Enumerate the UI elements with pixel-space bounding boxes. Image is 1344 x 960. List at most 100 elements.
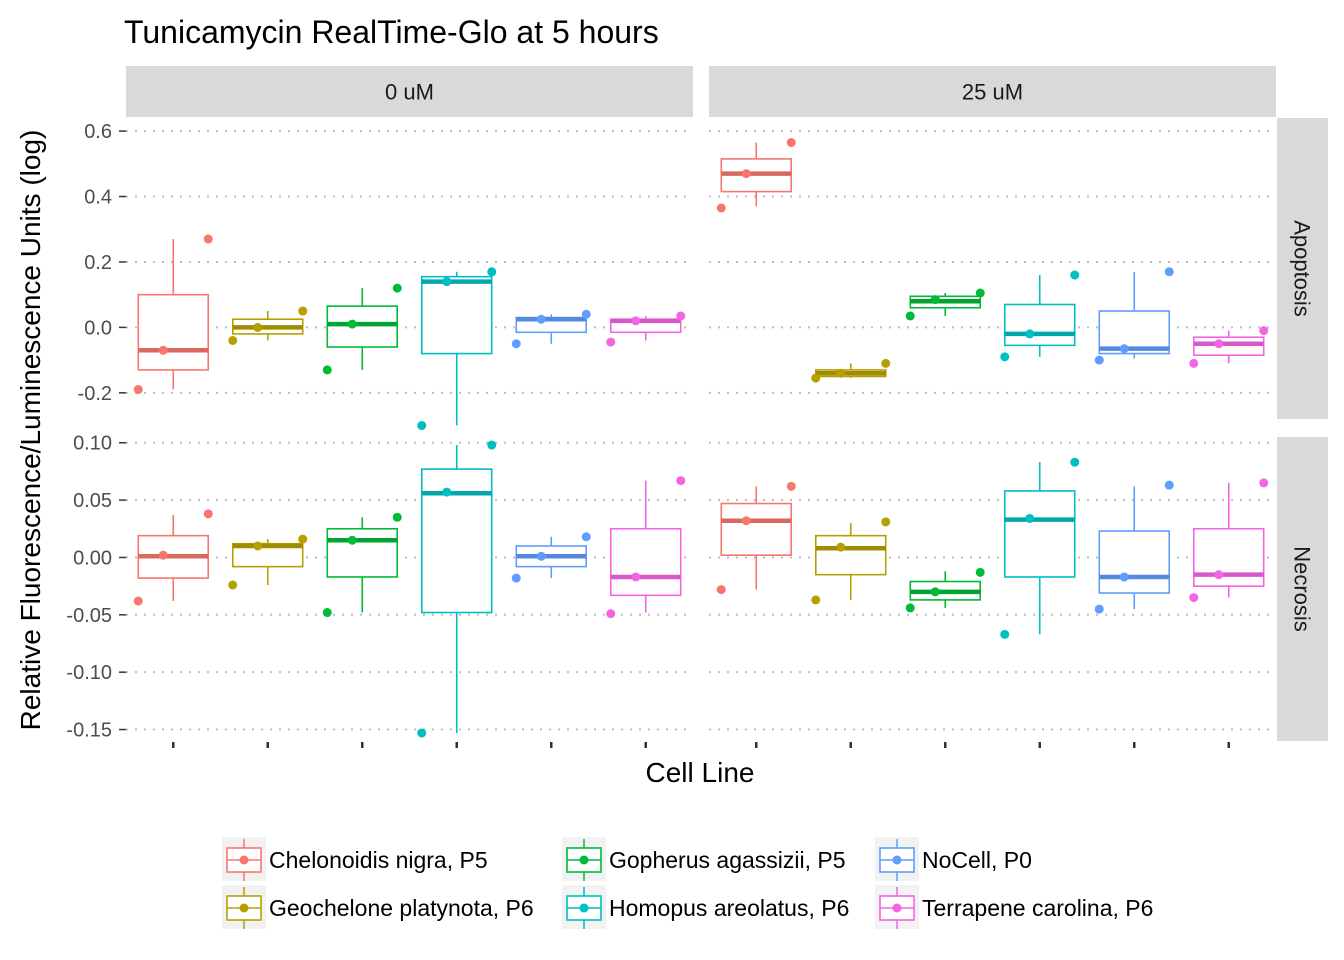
box-chelonoidis-nigra [716, 481, 796, 595]
box-homopus-areolatus [417, 267, 497, 431]
box-nocell [511, 532, 591, 583]
strip-background-necrosis [1277, 437, 1328, 741]
data-point [253, 541, 263, 551]
data-point [581, 532, 591, 542]
box-geochelone-platynota [228, 306, 308, 345]
y-tick-label: 0.05 [73, 490, 112, 512]
box-gopherus-agassizii [322, 283, 402, 375]
box-nocell [1094, 480, 1174, 614]
legend-key-point [892, 903, 902, 913]
box-geochelone-platynota [811, 517, 891, 605]
legend-item: Geochelone platynota, P6 [222, 885, 534, 929]
y-tick-label: 0.0 [84, 317, 112, 339]
box-iqr [1098, 530, 1171, 594]
data-point [786, 481, 796, 491]
legend: Chelonoidis nigra, P5 Geochelone platynot… [222, 837, 1153, 929]
box-homopus-areolatus [417, 440, 497, 738]
legend-item: Terrapene carolina, P6 [875, 885, 1153, 929]
data-point [975, 288, 985, 298]
data-point [392, 512, 402, 522]
strip-background-25-um [709, 66, 1276, 117]
box-homopus-areolatus [1000, 457, 1080, 639]
box-iqr [137, 293, 210, 371]
box-gopherus-agassizii [322, 512, 402, 618]
data-point [1259, 478, 1269, 488]
box-geochelone-platynota [228, 534, 308, 590]
data-point [606, 337, 616, 347]
data-point [228, 335, 238, 345]
data-point [417, 728, 427, 738]
data-point [811, 373, 821, 383]
data-point [536, 551, 546, 561]
data-point [511, 573, 521, 583]
panel-0-um-necrosis: 0.10 0.05 0.00 -0.05 -0.10 -0.15 [66, 433, 693, 748]
y-tick-label: 0.00 [73, 547, 112, 569]
data-point [511, 339, 521, 349]
data-point [1119, 572, 1129, 582]
data-point [487, 440, 497, 450]
data-point [930, 587, 940, 597]
data-point [1025, 513, 1035, 523]
data-point [203, 509, 213, 519]
data-point [881, 517, 891, 527]
data-point [905, 603, 915, 613]
legend-item: NoCell, P0 [875, 837, 1032, 881]
y-tick-label: -0.10 [66, 662, 112, 684]
y-tick-label: 0.4 [84, 187, 112, 209]
data-point [487, 267, 497, 277]
data-point [741, 169, 751, 179]
data-point [631, 572, 641, 582]
data-point [1094, 604, 1104, 614]
box-iqr [420, 275, 493, 355]
data-point [253, 322, 263, 332]
box-iqr [814, 534, 887, 576]
y-tick-label: -0.05 [66, 605, 112, 627]
data-point [228, 580, 238, 590]
data-point [676, 476, 686, 486]
panel-25-um-necrosis [709, 441, 1276, 748]
data-point [1119, 344, 1129, 354]
x-axis-title: Cell Line [646, 757, 755, 788]
box-iqr [1192, 336, 1265, 357]
data-point [716, 585, 726, 595]
data-point [905, 311, 915, 321]
data-point [1259, 326, 1269, 336]
box-terrapene-carolina [1189, 326, 1269, 368]
box-geochelone-platynota [811, 358, 891, 383]
box-terrapene-carolina [1189, 478, 1269, 603]
box-chelonoidis-nigra [133, 234, 213, 395]
box-iqr [1003, 490, 1076, 578]
column-strip-label: 25 uM [962, 80, 1023, 105]
legend-key-point [579, 855, 589, 865]
legend-label: Terrapene carolina, P6 [922, 895, 1153, 921]
legend-label: Gopherus agassizii, P5 [609, 847, 846, 873]
box-chelonoidis-nigra [133, 509, 213, 606]
legend-label: Chelonoidis nigra, P5 [269, 847, 488, 873]
data-point [1025, 329, 1035, 339]
box-gopherus-agassizii [905, 288, 985, 321]
panel-25-um-apoptosis [709, 130, 1276, 394]
data-point [442, 277, 452, 287]
legend-key-point [579, 903, 589, 913]
y-tick-label: -0.2 [78, 383, 112, 405]
box-iqr [1192, 527, 1265, 587]
legend-item: Chelonoidis nigra, P5 [222, 837, 488, 881]
legend-label: Geochelone platynota, P6 [269, 895, 534, 921]
data-point [133, 596, 143, 606]
data-point [536, 314, 546, 324]
legend-item: Gopherus agassizii, P5 [562, 837, 846, 881]
panel-0-um-apoptosis: 0.6 0.4 0.2 0.0 -0.2 [78, 121, 693, 431]
data-point [975, 567, 985, 577]
box-homopus-areolatus [1000, 270, 1080, 362]
legend-key-point [892, 855, 902, 865]
data-point [581, 309, 591, 319]
data-point [158, 550, 168, 560]
data-point [158, 345, 168, 355]
box-iqr [1003, 303, 1076, 347]
data-point [392, 283, 402, 293]
box-chelonoidis-nigra [716, 138, 796, 213]
box-iqr [420, 468, 493, 614]
data-point [1070, 457, 1080, 467]
